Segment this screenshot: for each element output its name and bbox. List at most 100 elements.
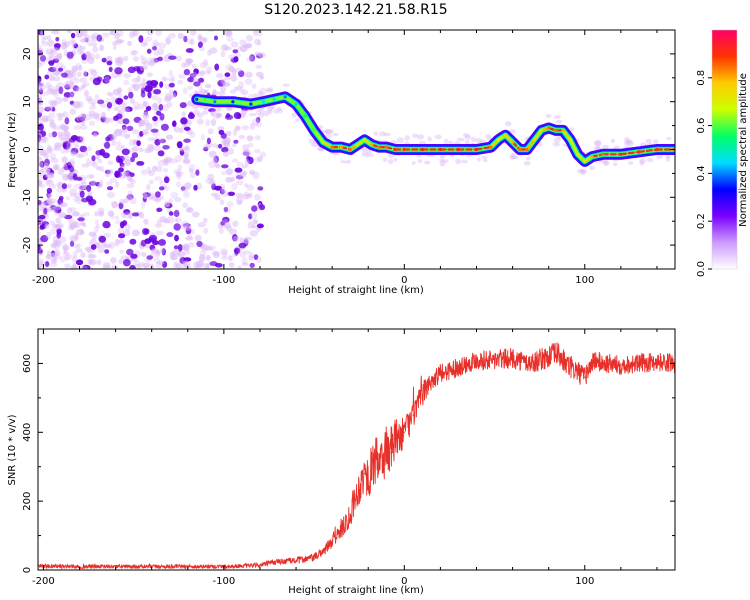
noise-blob [61, 125, 70, 131]
noise-blob [220, 190, 229, 197]
noise-blob [176, 181, 181, 188]
noise-blob [56, 232, 61, 239]
noise-blob [158, 186, 165, 191]
noise-blob [256, 256, 262, 264]
snr-point [313, 557, 315, 559]
ridge-point [377, 145, 381, 149]
ridge-core-segment [489, 138, 500, 149]
noise-blob [48, 132, 53, 138]
noise-blob [139, 55, 145, 61]
noise-blob [57, 131, 64, 137]
noise-blob [77, 71, 82, 78]
noise-blob [118, 93, 123, 99]
noise-blob [73, 43, 79, 49]
y-tick-label: 200 [22, 492, 33, 511]
noise-blob [38, 156, 42, 162]
noise-blob [90, 33, 95, 40]
noise-blob [74, 144, 80, 151]
noise-blob [205, 119, 211, 127]
noise-blob [111, 264, 118, 269]
noise-blob [115, 39, 125, 44]
noise-blob [191, 63, 197, 69]
noise-blob [181, 220, 189, 228]
ridge-halo [214, 107, 222, 112]
noise-blob [71, 40, 77, 47]
noise-blob [45, 231, 52, 240]
noise-blob [246, 193, 253, 199]
noise-blob [128, 31, 135, 39]
noise-blob [193, 68, 199, 75]
noise-blob [83, 82, 90, 87]
noise-blob [38, 160, 44, 168]
noise-blob [179, 127, 184, 134]
ridge-halo [211, 91, 220, 95]
noise-blob [51, 106, 56, 112]
noise-blob [173, 209, 180, 218]
noise-blob [152, 39, 159, 47]
noise-blob [85, 95, 93, 102]
noise-blob [232, 220, 239, 228]
noise-blob [177, 32, 184, 40]
ridge-halo [665, 156, 670, 163]
noise-blob [147, 170, 155, 176]
noise-blob [173, 126, 181, 133]
noise-blob [219, 248, 228, 256]
ridge-core-segment [533, 129, 543, 141]
ridge-halo [278, 108, 283, 114]
noise-blob [62, 245, 70, 252]
noise-blob [214, 35, 218, 41]
noise-blob [61, 72, 68, 78]
noise-blob [224, 46, 232, 51]
noise-blob [221, 255, 228, 261]
noise-blob [122, 118, 130, 125]
snr-point [259, 564, 261, 566]
noise-blob [56, 82, 65, 88]
noise-blob [63, 165, 70, 171]
noise-blob [247, 221, 254, 229]
noise-blob [225, 130, 232, 137]
noise-blob [206, 66, 212, 74]
noise-blob [246, 34, 254, 42]
noise-blob [70, 32, 76, 39]
ridge-core-segment [475, 146, 492, 151]
ridge-point [561, 128, 565, 132]
ridge-halo [461, 159, 468, 164]
ridge-halo [210, 112, 215, 117]
noise-blob [249, 55, 254, 61]
noise-blob [188, 168, 194, 173]
noise-blob [38, 98, 44, 106]
ridge-halo [404, 135, 411, 141]
noise-blob [226, 201, 234, 208]
noise-blob [88, 259, 97, 266]
noise-blob [91, 42, 98, 47]
noise-blob [124, 223, 131, 232]
noise-blob [53, 125, 62, 131]
noise-blob [164, 92, 173, 101]
noise-blob [162, 145, 170, 150]
ridge-point [619, 152, 623, 156]
noise-blob [73, 244, 79, 249]
noise-blob [185, 227, 192, 235]
noise-blob [143, 218, 149, 225]
noise-blob [249, 169, 256, 175]
noise-blob [183, 223, 191, 228]
colorbar-label: Normalized spectral amplitude [738, 73, 749, 227]
noise-blob [64, 117, 70, 125]
ridge-point [637, 150, 641, 154]
ridge-halo [482, 158, 488, 163]
noise-blob [130, 98, 135, 104]
snr-point [439, 373, 441, 375]
noise-blob [133, 260, 141, 267]
noise-blob [79, 124, 88, 130]
noise-blob [38, 257, 44, 263]
noise-blob [76, 136, 84, 143]
noise-blob [144, 85, 153, 93]
ridge-halo [554, 114, 561, 119]
noise-blob [129, 238, 137, 245]
ridge-point [355, 143, 359, 147]
noise-blob [160, 195, 165, 201]
noise-blob [99, 211, 104, 217]
noise-blob [114, 32, 120, 40]
ridge-point [339, 145, 343, 149]
noise-blob [90, 102, 96, 107]
